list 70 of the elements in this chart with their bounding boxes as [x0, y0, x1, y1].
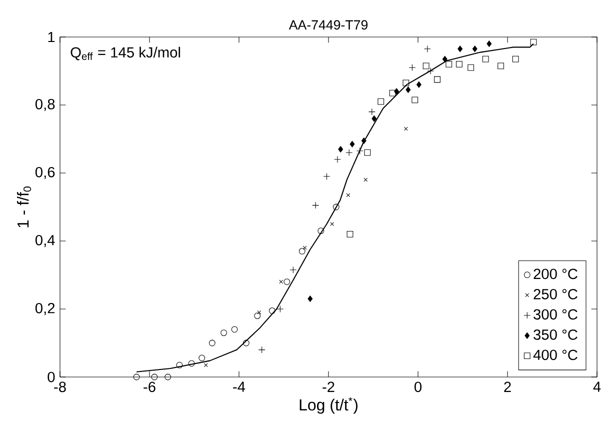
point: [308, 296, 313, 302]
x-axis-title: Log (t/t$^{*}$): [300, 397, 358, 414]
x-tick-label: 2: [504, 382, 511, 392]
point: [361, 137, 366, 144]
point: [530, 38, 537, 46]
point: [442, 56, 448, 62]
point: [364, 178, 368, 182]
point: [231, 326, 238, 333]
x-tick-label: -4: [233, 382, 246, 392]
y-tick-label: 0,2: [35, 302, 55, 316]
point: [346, 193, 350, 198]
point: [486, 40, 492, 47]
point: [330, 222, 334, 226]
point: [318, 228, 324, 234]
point: [242, 340, 250, 346]
point: [434, 76, 440, 83]
annotation: Q$_{eff}$ = 145 kJ/mol: [70, 46, 180, 60]
point: [268, 307, 276, 314]
legend-label: 300 °C: [534, 309, 578, 320]
point: [378, 98, 384, 105]
legend-label: 400 °C: [533, 350, 578, 360]
y-tick-label: 0,6: [35, 166, 55, 180]
point: [512, 56, 519, 62]
point: [133, 374, 140, 380]
point: [332, 204, 340, 210]
y-axis-title: 1 - f/f$_{0}$: [16, 186, 32, 228]
point: [198, 354, 206, 362]
point: [422, 62, 430, 70]
point: [389, 90, 396, 96]
point: [254, 312, 261, 320]
y-tick-label: 0,8: [35, 98, 55, 112]
point: [176, 362, 183, 368]
point: [456, 60, 462, 68]
point: [188, 360, 195, 367]
x-tick-label: -2: [322, 382, 334, 392]
point: [416, 81, 422, 88]
point: [364, 149, 371, 156]
point: [404, 126, 408, 131]
y-tick-label: 0: [48, 372, 55, 382]
point: [482, 56, 489, 62]
legend-label: 350 °C: [534, 329, 578, 340]
y-tick-label: 0,4: [35, 234, 55, 248]
chart-title: AA-7449-T79: [288, 20, 368, 30]
point: [472, 46, 478, 52]
y-tick-label: 1: [48, 32, 55, 42]
point: [220, 330, 227, 336]
point: [402, 80, 410, 86]
point: [372, 115, 377, 122]
x-tick-label: 0: [414, 382, 422, 392]
point: [468, 64, 474, 71]
point: [284, 278, 290, 285]
point: [208, 340, 216, 346]
point: [151, 374, 158, 380]
point: [279, 280, 284, 284]
point: [204, 363, 208, 368]
point: [406, 86, 411, 93]
point: [412, 96, 418, 104]
point: [458, 46, 463, 52]
point: [338, 146, 344, 152]
point: [350, 140, 355, 148]
point: [346, 230, 354, 238]
x-tick-label: 4: [593, 382, 601, 392]
point: [164, 374, 172, 380]
point: [498, 62, 504, 70]
x-tick-label: -6: [144, 382, 156, 392]
x-tick-label: -8: [54, 382, 66, 392]
point: [298, 248, 306, 254]
legend-label: 250 °C: [534, 288, 578, 300]
legend-label: 200 °C: [534, 268, 578, 280]
point: [446, 60, 452, 68]
